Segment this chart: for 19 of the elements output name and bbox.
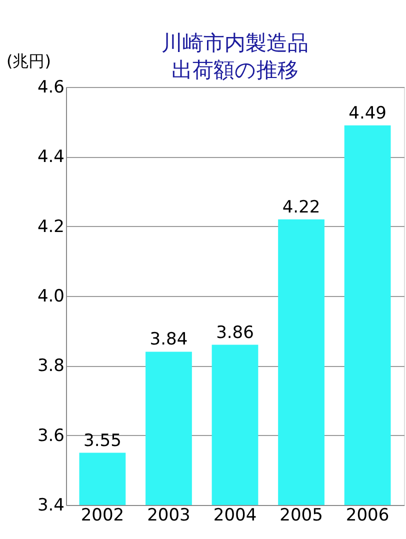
y-tick-label: 4.4 xyxy=(37,147,64,168)
data-label: 3.55 xyxy=(84,430,122,451)
x-tick-label: 2004 xyxy=(213,506,257,526)
x-tick-label: 2005 xyxy=(280,506,323,526)
y-tick-label: 4.0 xyxy=(37,286,64,306)
y-tick-label: 4.6 xyxy=(37,78,64,98)
y-axis-title: (兆円) xyxy=(6,52,51,70)
data-label: 3.84 xyxy=(150,330,188,350)
chart-title: 川崎市内製造品出荷額の推移 xyxy=(162,31,308,82)
y-tick-label: 3.8 xyxy=(37,356,64,376)
x-tick-label: 2003 xyxy=(147,506,190,526)
x-tick-label: 2006 xyxy=(346,506,390,526)
data-label: 3.86 xyxy=(216,322,254,343)
x-tick-label: 2002 xyxy=(80,506,124,526)
data-label: 4.22 xyxy=(282,197,320,218)
y-tick-label: 4.2 xyxy=(37,216,64,237)
y-tick-label: 3.6 xyxy=(37,426,64,446)
y-tick-label: 3.4 xyxy=(37,496,64,516)
data-label: 4.49 xyxy=(348,103,386,124)
